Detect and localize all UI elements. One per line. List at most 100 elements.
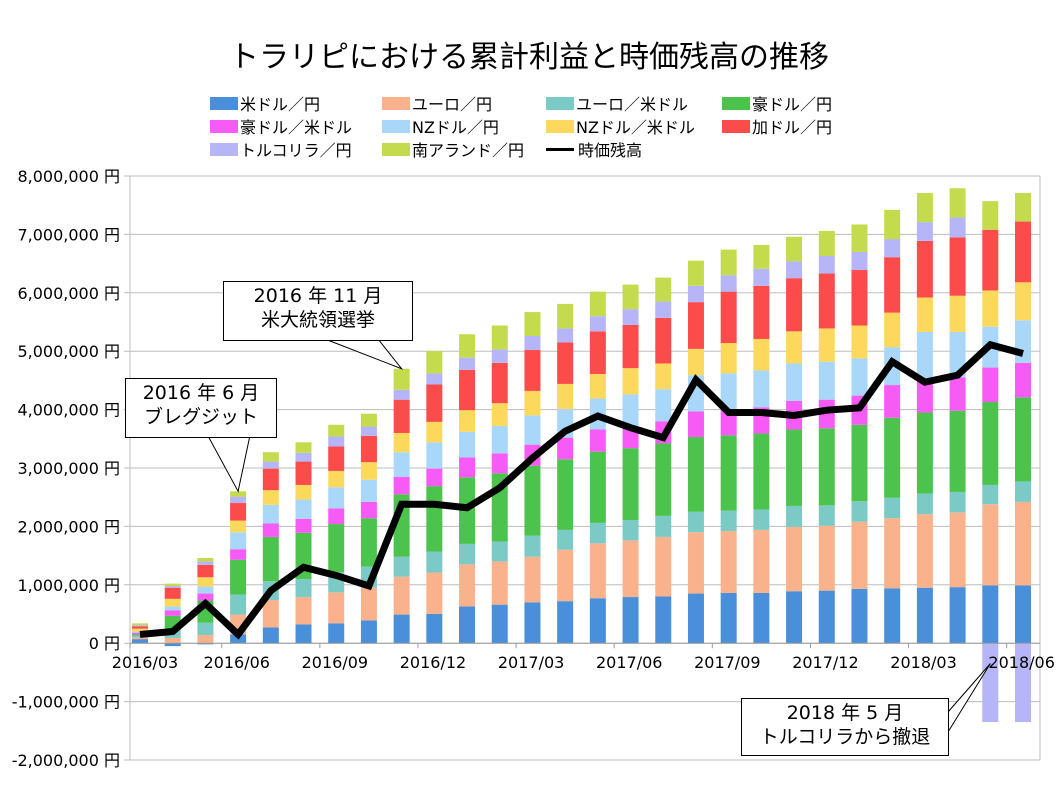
bar-segment xyxy=(393,556,410,577)
bar-segment xyxy=(753,370,770,408)
legend-item-line: 時価残高 xyxy=(546,138,642,160)
bar-segment xyxy=(557,328,574,343)
bar-segment xyxy=(393,368,410,390)
bar-segment xyxy=(197,561,214,565)
bar-segment xyxy=(393,389,410,400)
bar-segment xyxy=(164,585,181,588)
bar-segment xyxy=(753,592,770,644)
legend-swatch xyxy=(546,119,574,133)
bar-segment xyxy=(491,561,508,605)
legend-label: NZドル／米ドル xyxy=(576,118,695,137)
bar-segment xyxy=(589,522,606,544)
bar-segment xyxy=(589,429,606,452)
bar-segment xyxy=(720,531,737,593)
bar-segment xyxy=(884,257,901,313)
bar-segment xyxy=(851,588,868,644)
bar-segment xyxy=(491,541,508,562)
bar-segment xyxy=(132,626,148,629)
bar-segment xyxy=(360,462,377,480)
bar-segment xyxy=(524,350,541,391)
bar-segment xyxy=(982,201,999,230)
bar-segment xyxy=(818,256,835,274)
y-tick-label: 2,000,000 円 xyxy=(17,517,120,536)
bar-segment xyxy=(557,383,574,410)
bar-segment xyxy=(884,239,901,258)
legend-label: 時価残高 xyxy=(578,141,643,160)
bar-segment xyxy=(655,596,672,644)
bar-segment xyxy=(655,317,672,364)
bar-segment xyxy=(818,525,835,591)
bar-segment xyxy=(132,634,148,636)
bar-segment xyxy=(655,301,672,318)
bar-segment xyxy=(262,523,279,537)
annotation-callout: 2016 年 6 月ブレグジット xyxy=(125,378,277,438)
bar-segment xyxy=(982,585,999,644)
bar-segment xyxy=(197,622,214,636)
bar-segment xyxy=(393,476,410,495)
bar-segment xyxy=(851,270,868,326)
bar-segment xyxy=(786,526,803,592)
bar-segment xyxy=(818,590,835,644)
bar-segment xyxy=(328,470,345,488)
bar-segment xyxy=(295,624,312,644)
bar-segment xyxy=(622,540,639,598)
y-tick-label: 8,000,000 円 xyxy=(17,167,120,186)
bar-segment xyxy=(491,403,508,426)
bar-segment xyxy=(262,468,279,491)
bar-segment xyxy=(818,361,835,400)
bar-segment xyxy=(132,625,148,627)
bar-segment xyxy=(916,587,933,644)
bar-segment xyxy=(786,261,803,279)
bar-segment xyxy=(851,501,868,522)
legend-label: トルコリラ／円 xyxy=(240,141,352,160)
bar-segment xyxy=(164,610,181,616)
bar-segment xyxy=(491,349,508,363)
bar-segment xyxy=(426,384,443,422)
bar-segment xyxy=(328,623,345,644)
bar-segment xyxy=(720,592,737,644)
bar-segment xyxy=(949,188,966,218)
bar-segment xyxy=(557,459,574,530)
legend-swatch xyxy=(382,119,410,133)
y-tick-label: 3,000,000 円 xyxy=(17,459,120,478)
legend-label: 豪ドル／米ドル xyxy=(240,118,353,137)
y-tick-label: 0 円 xyxy=(89,634,120,653)
bar-segment xyxy=(949,587,966,644)
bar-segment xyxy=(655,515,672,537)
x-tick-label: 2016/12 xyxy=(400,653,466,672)
legend-line-swatch xyxy=(546,147,574,151)
legend-label: ユーロ／米ドル xyxy=(576,95,689,114)
y-tick-label: 5,000,000 円 xyxy=(17,342,120,361)
bar-segment xyxy=(557,303,574,329)
bar-segment xyxy=(851,424,868,502)
annotation-callout: 2016 年 11 月米大統領選挙 xyxy=(223,281,413,341)
bar-segment xyxy=(916,412,933,494)
bar-segment xyxy=(1015,320,1031,363)
bar-segment xyxy=(687,302,704,349)
bar-segment xyxy=(949,512,966,588)
bar-segment xyxy=(884,417,901,498)
bar-segment xyxy=(753,244,770,269)
bar-segment xyxy=(720,343,737,374)
annotation-line-1: 2016 年 6 月 xyxy=(142,382,260,404)
bar-segment xyxy=(328,508,345,525)
bar-segment xyxy=(360,413,377,427)
bar-segment xyxy=(459,564,476,607)
bar-segment xyxy=(197,635,214,644)
bar-segment xyxy=(982,367,999,403)
bar-segment xyxy=(524,465,541,536)
x-tick-label: 2017/09 xyxy=(694,653,760,672)
legend-item: 豪ドル／米ドル xyxy=(210,115,352,137)
bar-segment xyxy=(524,415,541,445)
bar-segment xyxy=(851,224,868,252)
bar-segment xyxy=(295,442,312,453)
bar-segment xyxy=(132,635,148,638)
bar-segment xyxy=(360,435,377,463)
bar-segment xyxy=(459,334,476,358)
legend-label: ユーロ／円 xyxy=(412,95,493,114)
bar-segment xyxy=(720,435,737,511)
annotation-line-1: 2016 年 11 月 xyxy=(253,285,383,307)
x-tick-label: 2017/12 xyxy=(792,653,858,672)
bar-segment xyxy=(786,236,803,262)
bar-segment xyxy=(851,325,868,359)
